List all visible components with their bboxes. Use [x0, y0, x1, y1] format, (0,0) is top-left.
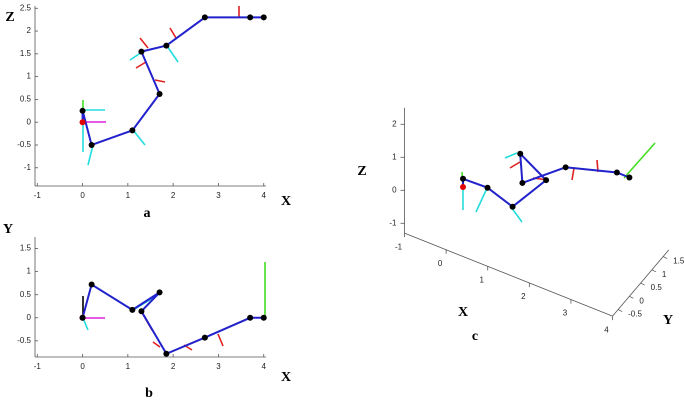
x-tick-label: -1 [34, 191, 42, 200]
joint [460, 175, 466, 182]
y-tick-label: 0 [639, 296, 644, 305]
chain-line [81, 282, 264, 356]
y-tick-label: 2 [27, 26, 32, 35]
x-tick-label: 3 [216, 362, 221, 371]
y-tick [617, 309, 623, 312]
x-tick-label: 4 [262, 362, 267, 371]
joint [163, 42, 170, 49]
joint [138, 48, 145, 55]
frame-indicators [82, 6, 656, 351]
y-tick [651, 269, 657, 273]
joint [626, 174, 633, 181]
joint [562, 164, 569, 171]
x-tick-label: 2 [171, 191, 176, 200]
y-tick-label: 1 [27, 72, 32, 81]
x-tick-label: 0 [80, 191, 85, 200]
x-tick-label: 1 [479, 275, 484, 284]
x-tick-label: 1 [126, 362, 131, 371]
joint [460, 184, 466, 190]
plots: -1 -0.5 0 0.5 1 1.5 2 2.5 -1 0 1 2 3 4 Z Xa -0.5 0 0.5 1 1.5… [3, 3, 685, 401]
y-axis-label: Y [3, 222, 13, 237]
y-tick-label: 1.5 [673, 257, 685, 266]
z-tick-label: 2 [392, 119, 397, 128]
joint [509, 203, 516, 210]
y-tick-label: 0.5 [20, 95, 32, 104]
z-tick-label: 0 [392, 185, 397, 194]
joint [138, 308, 145, 315]
caption: c [472, 329, 478, 344]
y-tick-label: 1.5 [20, 49, 32, 58]
z-axis-label: Z [357, 164, 366, 179]
y-axis-label: Z [5, 10, 14, 25]
x-tick-label: 2 [521, 292, 526, 301]
joint [201, 334, 208, 341]
x-tick-label: 3 [563, 309, 568, 318]
y-tick [629, 295, 634, 299]
y-axis-label: Y [663, 313, 673, 328]
joint [156, 289, 163, 296]
joint [247, 14, 254, 21]
y-tick-label: -0.5 [628, 310, 642, 319]
y-tick-label: 0.5 [20, 290, 32, 299]
joint [163, 350, 170, 357]
y-tick-label: -1 [24, 163, 32, 172]
chain-line [462, 151, 630, 208]
joint [79, 119, 86, 126]
x-tick-label: 4 [604, 325, 609, 334]
joint [129, 127, 136, 134]
joint [260, 14, 267, 21]
caption: b [145, 386, 153, 401]
x-tick-label: 0 [438, 259, 443, 268]
joint [519, 179, 526, 186]
y-tick-label: -0.5 [17, 336, 31, 345]
joint [88, 141, 95, 148]
joint [613, 169, 620, 176]
joint [201, 14, 208, 21]
joint [517, 150, 524, 157]
joint [260, 314, 267, 321]
x-tick-label: 4 [262, 191, 267, 200]
y-tick-label: 0 [27, 313, 32, 322]
y-tick-label: 1 [662, 270, 667, 279]
z-tick-label: 1 [392, 152, 397, 161]
chain-line [81, 16, 264, 147]
joint [543, 177, 550, 184]
y-tick-label: 0 [27, 117, 32, 126]
z-tick-label: -1 [389, 218, 397, 227]
x-axis [404, 232, 613, 317]
x-tick-label: 2 [171, 362, 176, 371]
x-axis-label: X [281, 370, 291, 385]
y-tick-label: 1 [27, 267, 32, 276]
y-tick-label: 2.5 [20, 3, 32, 12]
joint [484, 184, 491, 191]
y-tick [640, 282, 645, 286]
caption: a [144, 206, 151, 221]
y-tick-label: -0.5 [17, 140, 31, 149]
joint [129, 306, 136, 313]
x-tick-label: 0 [80, 362, 85, 371]
y-tick-label: 0.5 [651, 283, 663, 292]
x-tick-label: 3 [216, 191, 221, 200]
x-tick-label: -1 [34, 362, 42, 371]
y-tick [662, 256, 668, 259]
x-tick-label: -1 [395, 242, 403, 251]
x-tick-label: 1 [126, 191, 131, 200]
joint [79, 107, 86, 114]
joint [88, 281, 95, 288]
joint [156, 90, 163, 97]
joint [79, 314, 86, 321]
x-axis-label: X [281, 194, 291, 209]
x-axis-label: X [458, 305, 468, 320]
y-tick-label: 1.5 [20, 244, 32, 253]
joint [247, 314, 254, 321]
